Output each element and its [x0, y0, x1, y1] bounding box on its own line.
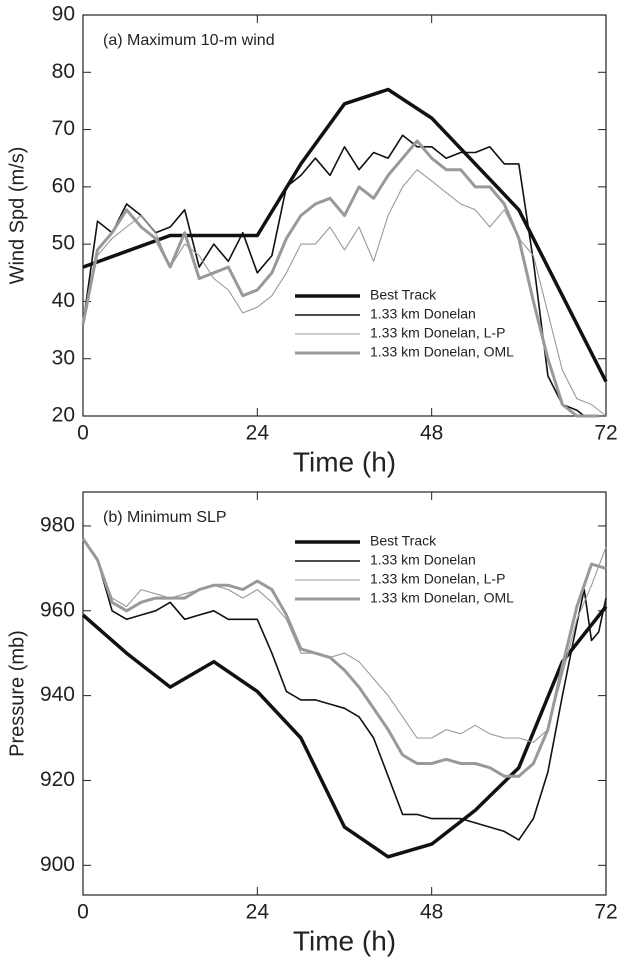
legend-label: Best Track: [370, 287, 437, 303]
series-line: [82, 538, 607, 841]
x-tick-label: 24: [246, 901, 270, 924]
x-axis-title: Time (h): [293, 446, 396, 477]
y-tick-label: 940: [40, 683, 75, 706]
y-tick-label: 40: [52, 289, 75, 312]
legend-label: 1.33 km Donelan, L-P: [370, 325, 505, 341]
y-tick-label: 90: [52, 3, 75, 26]
y-tick-label: 70: [52, 117, 75, 140]
panel-title: (b) Minimum SLP: [103, 509, 227, 526]
x-tick-label: 24: [246, 422, 270, 445]
y-axis-title: Pressure (mb): [6, 630, 28, 757]
x-tick-label: 0: [77, 901, 89, 924]
y-tick-label: 60: [52, 174, 75, 197]
y-tick-label: 920: [40, 768, 75, 791]
legend-label: 1.33 km Donelan, L-P: [370, 571, 505, 587]
x-tick-label: 72: [594, 901, 617, 924]
series-line: [82, 87, 608, 383]
y-tick-label: 20: [52, 404, 75, 427]
series-line: [81, 605, 608, 859]
plot-frame: [82, 491, 607, 896]
legend-label: 1.33 km Donelan: [370, 552, 476, 568]
y-tick-label: 900: [40, 853, 75, 876]
legend-label: 1.33 km Donelan: [370, 306, 476, 322]
x-tick-label: 0: [77, 422, 89, 445]
series-line: [81, 139, 599, 418]
legend-label: 1.33 km Donelan, OML: [370, 344, 514, 360]
x-tick-label: 48: [420, 901, 443, 924]
y-axis-title: Wind Spd (m/s): [6, 147, 28, 285]
y-tick-label: 980: [40, 513, 75, 536]
x-tick-label: 72: [594, 422, 617, 445]
series-line: [81, 537, 607, 778]
y-tick-label: 30: [52, 346, 75, 369]
panel-title: (a) Maximum 10-m wind: [103, 32, 275, 49]
legend-label: Best Track: [370, 533, 437, 549]
series-line: [82, 169, 607, 417]
plot-frame: [82, 14, 607, 417]
legend-label: 1.33 km Donelan, OML: [370, 590, 514, 606]
x-axis-title: Time (h): [293, 925, 396, 956]
series-line: [82, 538, 607, 743]
y-tick-label: 50: [52, 232, 75, 255]
y-tick-label: 960: [40, 598, 75, 621]
y-tick-label: 80: [52, 60, 75, 83]
series-line: [82, 134, 585, 417]
x-tick-label: 48: [420, 422, 443, 445]
